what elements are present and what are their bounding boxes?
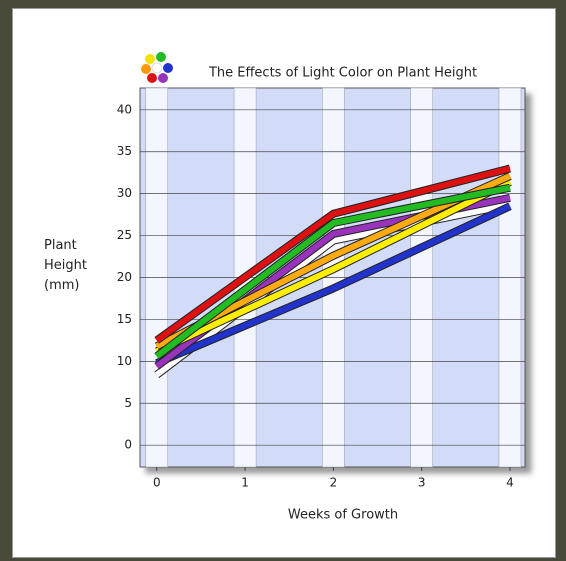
y-tick-label: 35 [117,144,132,158]
x-tick-label: 2 [330,476,338,490]
page: 0 5 10 15 20 25 30 35 40 0 1 2 3 4 The Effects of Lig… [0,0,566,561]
y-tick-label: 0 [124,438,132,452]
y-tick-label: 25 [117,228,132,242]
y-tick-label: 30 [117,186,132,200]
y-axis-label: Plant Height (mm) [44,236,104,296]
x-axis-label: Weeks of Growth [288,508,398,523]
y-tick-label: 15 [117,312,132,326]
chart-title: The Effects of Light Color on Plant Heig… [208,66,477,81]
x-tick-label: 0 [153,476,161,490]
x-tick-label: 1 [241,476,249,490]
y-tick-label: 20 [117,270,132,284]
y-tick-label: 40 [117,102,132,116]
logo [141,52,173,83]
y-tick-label: 5 [124,396,132,410]
y-tick-label: 10 [117,354,132,368]
x-tick-label: 3 [418,476,426,490]
x-tick-label: 4 [506,476,514,490]
